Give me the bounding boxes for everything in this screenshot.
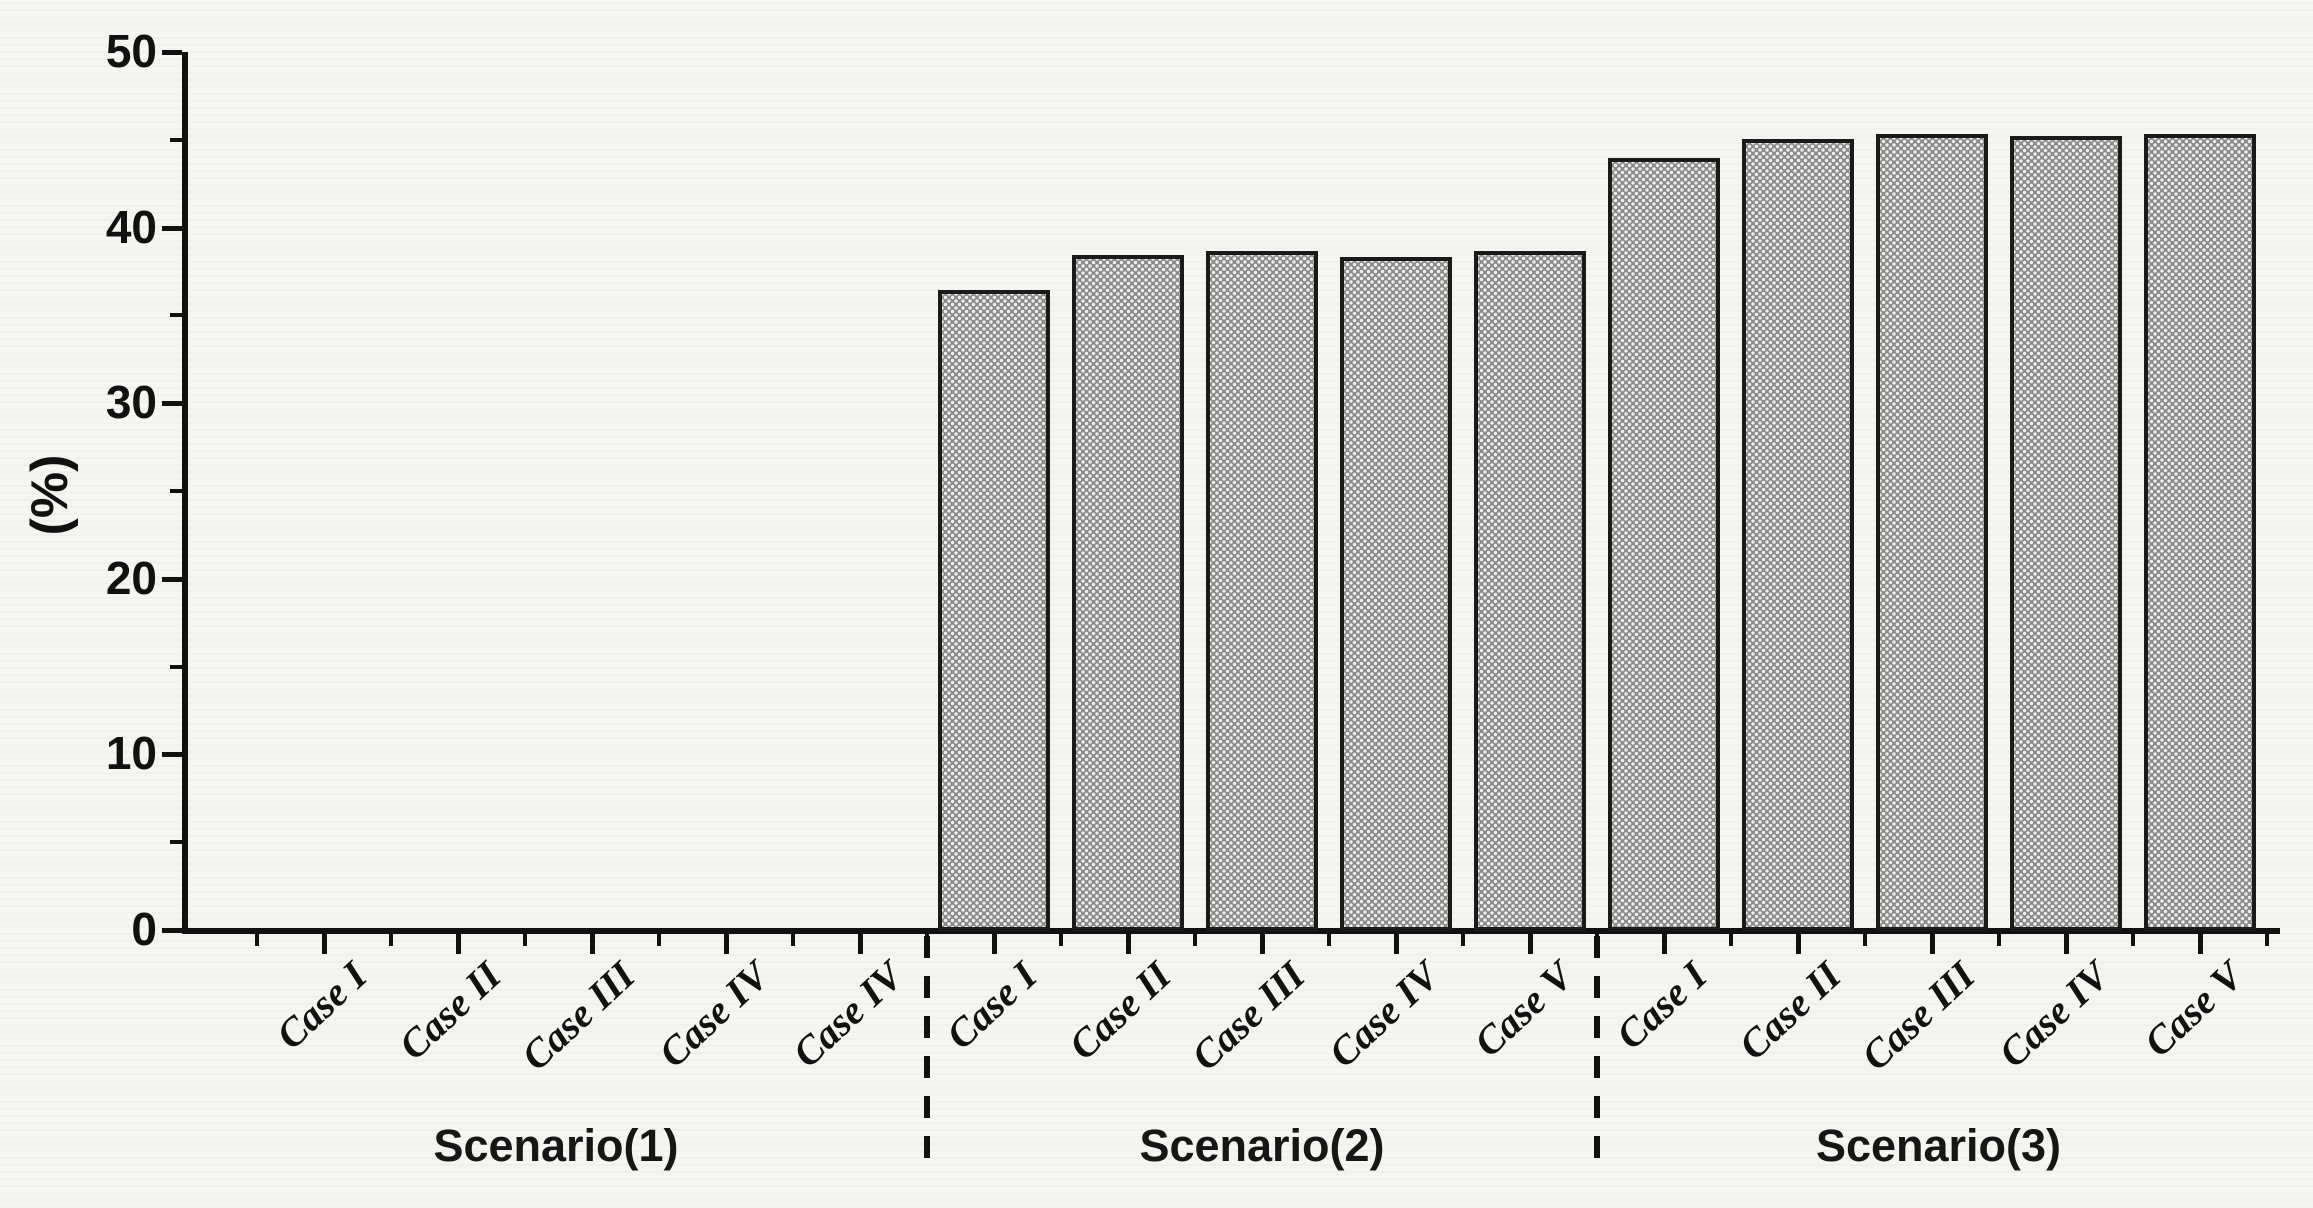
y-major-tick: [162, 576, 182, 582]
case-label: Case III: [1852, 952, 1984, 1079]
bar: [1742, 139, 1854, 931]
x-major-tick: [992, 934, 997, 954]
x-major-tick: [1662, 934, 1667, 954]
case-label: Case II: [1060, 952, 1180, 1069]
y-major-tick: [162, 752, 182, 758]
x-minor-tick: [1461, 934, 1465, 946]
y-minor-tick: [170, 137, 182, 142]
y-minor-tick: [170, 840, 182, 845]
y-tick-label: 30: [105, 376, 157, 429]
y-tick-label: 20: [105, 551, 157, 604]
x-major-tick: [322, 934, 327, 954]
x-major-tick: [1930, 934, 1935, 954]
case-label: Case V: [1465, 952, 1582, 1066]
x-major-tick: [2198, 934, 2203, 954]
bar: [1206, 251, 1318, 931]
y-tick-label: 40: [105, 200, 157, 253]
case-label: Case III: [512, 952, 644, 1079]
scenario-label: Scenario(2): [1139, 1120, 1385, 1171]
bar: [938, 290, 1050, 931]
case-label: Case I: [1607, 952, 1716, 1058]
x-minor-tick: [791, 934, 795, 946]
x-minor-tick: [389, 934, 393, 946]
x-major-tick: [1260, 934, 1265, 954]
y-major-tick: [162, 401, 182, 407]
x-minor-tick: [1863, 934, 1867, 946]
scenario-separator: [924, 936, 930, 1168]
x-major-tick: [2064, 934, 2069, 954]
x-minor-tick: [1327, 934, 1331, 946]
x-minor-tick: [1193, 934, 1197, 946]
x-axis-line: [182, 928, 2280, 934]
y-tick-label: 10: [105, 727, 157, 780]
y-minor-tick: [170, 313, 182, 318]
bar: [1474, 251, 1586, 931]
case-label: Case IV: [1319, 952, 1448, 1076]
y-major-tick: [162, 50, 182, 55]
bar: [2144, 134, 2256, 931]
x-minor-tick: [2265, 934, 2269, 946]
bar: [1608, 158, 1720, 931]
bar: [1340, 257, 1452, 931]
case-label: Case II: [1730, 952, 1850, 1069]
bar: [2010, 136, 2122, 931]
x-minor-tick: [1729, 934, 1733, 946]
x-minor-tick: [1059, 934, 1063, 946]
case-label: Case IV: [783, 952, 912, 1076]
case-label: Case I: [937, 952, 1046, 1058]
x-minor-tick: [1997, 934, 2001, 946]
case-label: Case I: [267, 952, 376, 1058]
x-major-tick: [724, 934, 729, 954]
scenario-label: Scenario(3): [1815, 1120, 2062, 1171]
y-tick-label: 50: [105, 25, 157, 77]
x-major-tick: [858, 934, 863, 954]
y-major-tick: [162, 928, 182, 933]
bar: [1072, 255, 1184, 931]
case-label: Case V: [2135, 952, 2252, 1066]
scenario-separator: [1594, 936, 1600, 1168]
x-minor-tick: [523, 934, 527, 946]
scenario-label: Scenario(1): [433, 1120, 679, 1171]
x-minor-tick: [2131, 934, 2135, 946]
case-label: Case IV: [649, 952, 778, 1076]
y-minor-tick: [170, 489, 182, 493]
case-label: Case II: [390, 952, 510, 1069]
x-major-tick: [456, 934, 461, 954]
y-tick-label: 0: [131, 903, 157, 955]
y-minor-tick: [170, 664, 182, 669]
x-major-tick: [590, 934, 595, 954]
y-axis-title: (%): [21, 454, 79, 536]
x-minor-tick: [657, 934, 661, 946]
bar: [1876, 134, 1988, 931]
y-axis-line: [182, 52, 188, 934]
case-label: Case IV: [1989, 952, 2118, 1076]
x-major-tick: [1796, 934, 1801, 954]
x-major-tick: [1126, 934, 1131, 954]
x-major-tick: [1394, 934, 1399, 954]
case-label: Case III: [1182, 952, 1314, 1079]
y-major-tick: [162, 225, 182, 231]
x-major-tick: [1528, 934, 1533, 954]
x-minor-tick: [255, 934, 259, 946]
